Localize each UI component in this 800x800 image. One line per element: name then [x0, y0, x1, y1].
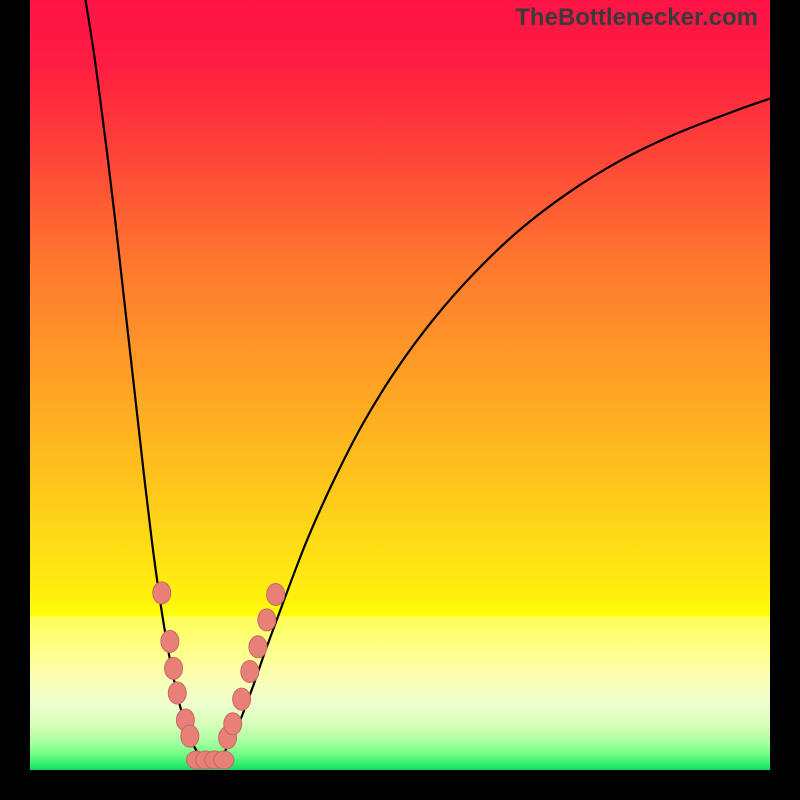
left-bottleneck-curve [86, 0, 212, 765]
data-marker [165, 657, 183, 679]
data-marker [181, 725, 199, 747]
data-marker [233, 688, 251, 710]
plot-area: TheBottlenecker.com [30, 0, 770, 770]
chart-root: TheBottlenecker.com [0, 0, 800, 800]
data-marker [249, 636, 267, 658]
data-marker [224, 713, 242, 735]
data-marker [153, 582, 171, 604]
curves-layer [30, 0, 770, 770]
data-markers [153, 582, 285, 769]
data-marker [241, 660, 259, 682]
data-marker [214, 751, 234, 769]
watermark-text: TheBottlenecker.com [515, 4, 758, 32]
right-bottleneck-curve [211, 99, 770, 765]
data-marker [161, 630, 179, 652]
data-marker [168, 682, 186, 704]
data-marker [267, 583, 285, 605]
data-marker [258, 609, 276, 631]
